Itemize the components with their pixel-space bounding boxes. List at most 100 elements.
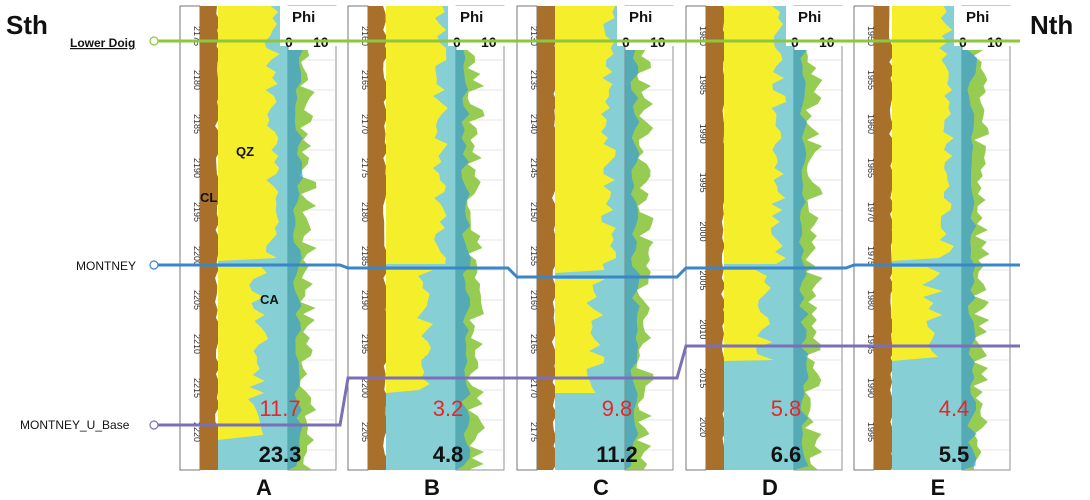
upper-value: 3.2: [433, 396, 464, 421]
quartz-curve-lower: [724, 270, 774, 361]
depth-tick-label: 1960: [866, 114, 876, 134]
montney-u-base-marker: [149, 420, 159, 430]
montney-label: MONTNEY: [76, 259, 136, 273]
depth-tick-label: 2195: [192, 202, 202, 222]
depth-tick-label: 1995: [866, 422, 876, 442]
quartz-curve-lower: [555, 279, 606, 393]
depth-tick-label: 2170: [360, 114, 370, 134]
horizons-layer: [149, 36, 1020, 430]
depth-tick-label: 2180: [192, 70, 202, 90]
well-id-label: B: [424, 475, 440, 500]
quartz-curve-upper: [555, 6, 616, 273]
depth-tick-label: 1970: [866, 202, 876, 222]
quartz-curve-upper: [386, 6, 448, 264]
clay-label: CL: [200, 190, 217, 205]
clay-curve: [200, 6, 221, 470]
depth-tick-label: 2190: [360, 290, 370, 310]
wells-layer: 2175 2180 2185 2190 2195 2200 2205 2210 2215 2220…: [179, 5, 1014, 500]
depth-tick-label: 2000: [698, 222, 708, 242]
depth-tick-label: 2210: [192, 334, 202, 354]
depth-tick-label: 2195: [360, 334, 370, 354]
phi-header: Phi: [629, 9, 652, 26]
lower-doig-marker: [149, 36, 159, 46]
well-id-label: E: [931, 475, 946, 500]
lower-value: 23.3: [259, 442, 302, 467]
clay-curve: [874, 6, 895, 470]
well-d: 198019851990199520002005201020152020Phi0…: [685, 5, 846, 500]
track-header-bg: [954, 6, 1014, 46]
depth-tick-label: 1990: [866, 378, 876, 398]
depth-tick-label: 2005: [698, 270, 708, 290]
depth-tick-label: 2200: [360, 378, 370, 398]
montney-horizon: [150, 263, 1020, 279]
clay-curve: [706, 6, 727, 470]
upper-value: 9.8: [602, 396, 633, 421]
phi-header: Phi: [798, 9, 821, 26]
depth-tick-label: 1975: [866, 246, 876, 266]
depth-tick-label: 2155: [529, 246, 539, 266]
depth-tick-label: 2175: [529, 422, 539, 442]
well-id-label: C: [593, 475, 609, 500]
lower-value: 6.6: [771, 442, 802, 467]
track-header-bg: [617, 6, 677, 46]
quartz-curve-lower: [892, 267, 943, 361]
porosity-curve-blue: [962, 50, 977, 470]
depth-tick-label: 2220: [192, 422, 202, 442]
depth-tick-label: 2185: [360, 246, 370, 266]
depth-tick-label: 2130: [529, 26, 539, 46]
south-end-label: Sth: [6, 10, 48, 40]
quartz-curve-upper: [892, 6, 954, 261]
well-id-label: A: [256, 475, 272, 500]
depth-tick-label: 1980: [698, 26, 708, 46]
depth-tick-label: 2140: [529, 114, 539, 134]
porosity-curve-blue: [288, 50, 303, 470]
porosity-curve-blue: [456, 50, 471, 470]
depth-tick-label: 2205: [192, 290, 202, 310]
depth-tick-label: 1950: [866, 26, 876, 46]
depth-tick-label: 2215: [192, 378, 202, 398]
well-c: 2130 2135 2140 2145 2150 2155 2160 2165 2170 2175…: [516, 5, 677, 500]
depth-tick-label: 2135: [529, 70, 539, 90]
lower-value: 11.2: [596, 442, 638, 467]
porosity-curve-blue: [625, 50, 640, 470]
upper-value: 11.7: [259, 396, 300, 421]
upper-value: 5.8: [771, 396, 802, 421]
well-b: 2160 2165 2170 2175 2180 2185 2190 2195 2200 2205…: [347, 5, 508, 500]
depth-tick-label: 2160: [529, 290, 539, 310]
well-id-label: D: [762, 475, 778, 500]
depth-tick-label: 2190: [192, 158, 202, 178]
depth-tick-label: 2180: [360, 202, 370, 222]
depth-tick-label: 2145: [529, 158, 539, 178]
well-a: 2175 2180 2185 2190 2195 2200 2205 2210 2215 2220…: [179, 5, 340, 500]
lower-doig-label: Lower Doig: [70, 36, 135, 50]
depth-tick-label: 2150: [529, 202, 539, 222]
depth-tick-label: 1995: [698, 173, 708, 193]
depth-tick-label: 2185: [192, 114, 202, 134]
quartz-curve-upper: [218, 6, 280, 261]
depth-tick-label: 1980: [866, 290, 876, 310]
depth-tick-label: 2170: [529, 378, 539, 398]
north-end-label: Nth: [1030, 10, 1073, 40]
depth-tick-label: 2205: [360, 422, 370, 442]
depth-tick-label: 1965: [866, 158, 876, 178]
montney-u-base-horizon: [150, 344, 1020, 427]
montney-marker: [149, 260, 159, 270]
upper-value: 4.4: [939, 396, 970, 421]
depth-tick-label: 1985: [866, 334, 876, 354]
track-header-bg: [280, 6, 340, 46]
clay-curve: [537, 6, 558, 470]
track-header-bg: [786, 6, 846, 46]
lower-value: 5.5: [939, 442, 970, 467]
depth-tick-label: 2010: [698, 319, 708, 339]
quartz-curve-lower: [218, 267, 268, 440]
carbonate-label: CA: [260, 292, 279, 307]
depth-tick-label: 1990: [698, 124, 708, 144]
depth-tick-label: 2165: [529, 334, 539, 354]
quartz-curve-lower: [386, 270, 433, 393]
clay-curve: [368, 6, 389, 470]
depth-tick-label: 2200: [192, 246, 202, 266]
phi-header: Phi: [292, 9, 315, 26]
quartz-label: QZ: [236, 144, 254, 159]
